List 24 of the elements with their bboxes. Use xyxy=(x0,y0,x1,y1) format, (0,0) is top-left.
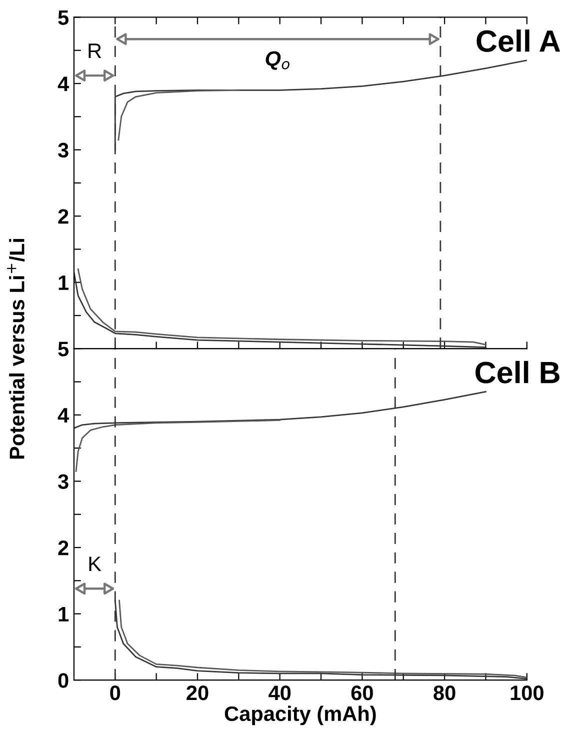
x-axis-title: Capacity (mAh) xyxy=(224,706,376,726)
x-tick-label: 40 xyxy=(268,686,291,700)
y-tick-label: 3 xyxy=(58,474,68,490)
y-tick-label: 2 xyxy=(58,540,68,556)
annotation: Q$_{o}$ xyxy=(266,51,290,70)
y-axis-title: Potential versus Li$^{+}$/Li xyxy=(7,238,25,459)
x-tick-label: 100 xyxy=(510,686,544,700)
y-tick-label: 4 xyxy=(58,408,69,422)
x-tick-label: 60 xyxy=(351,686,373,700)
x-tick-label: 80 xyxy=(434,686,456,700)
y-tick-label: 4 xyxy=(58,76,69,92)
y-tick-label: 5 xyxy=(58,10,69,25)
y-tick-label: 2 xyxy=(58,209,68,224)
chart-title: Cell A xyxy=(476,30,560,52)
y-tick-label: 3 xyxy=(58,142,68,158)
annotation: R xyxy=(88,44,102,58)
y-tick-label: 5 xyxy=(58,342,69,356)
x-tick-label: 20 xyxy=(186,686,208,700)
y-tick-label: 0 xyxy=(58,673,68,688)
y-tick-label: 1 xyxy=(58,607,69,622)
annotation: K xyxy=(89,556,102,572)
x-tick-label: 0 xyxy=(110,686,120,700)
y-tick-label: 1 xyxy=(58,276,69,290)
chart-title: Cell B xyxy=(476,360,560,384)
